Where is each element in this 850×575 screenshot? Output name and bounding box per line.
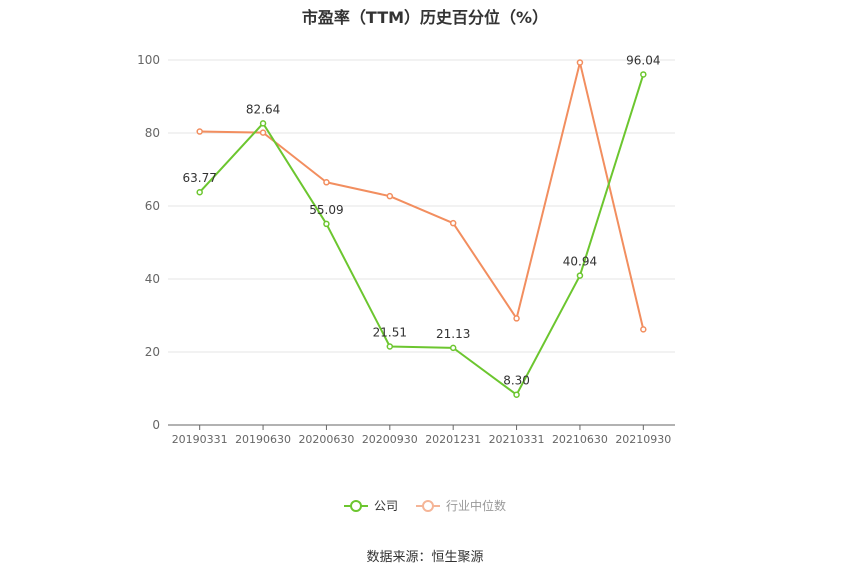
legend-industry-marker [416, 499, 440, 513]
series-line [198, 74, 645, 396]
data-label: 8.30 [503, 374, 530, 388]
legend-industry-label: 行业中位数 [446, 499, 507, 513]
data-point [386, 192, 394, 200]
data-point [196, 188, 203, 196]
data-labels: 63.77 82.64 55.09 21.51 21.13 8.30 40.94 96.04 [183, 53, 661, 387]
data-point [259, 129, 267, 136]
series-lines [196, 59, 647, 398]
legend-item-company[interactable]: 公司 [343, 497, 398, 514]
data-label: 96.04 [626, 53, 660, 67]
data-point [259, 120, 267, 127]
data-source: 数据来源：恒生聚源 [366, 550, 484, 565]
data-point [449, 344, 457, 352]
data-point [513, 391, 520, 398]
x-tick-label: 20190331 [172, 433, 228, 446]
x-tick-label: 20201231 [425, 433, 481, 446]
data-point [640, 326, 647, 333]
data-point [323, 179, 330, 186]
y-axis-ticks: 0 20 40 60 80 100 [137, 53, 160, 432]
data-point [576, 272, 584, 279]
x-tick-label: 20210930 [615, 433, 671, 446]
data-point [323, 220, 330, 228]
data-point [449, 219, 457, 227]
data-label: 63.77 [183, 171, 217, 185]
x-tick-label: 20210630 [552, 433, 608, 446]
data-point [576, 59, 584, 66]
legend-company-marker [343, 499, 368, 513]
legend-company-label: 公司 [373, 499, 398, 513]
data-label: 82.64 [246, 102, 280, 116]
legend: 公司 行业中位数 [0, 497, 850, 514]
x-tick-label: 20210331 [489, 433, 545, 446]
data-label: 21.13 [436, 327, 470, 341]
data-label: 40.94 [563, 255, 597, 269]
y-tick-label: 60 [145, 199, 160, 213]
x-tick-label: 20190630 [235, 433, 291, 446]
x-tick-label: 20200930 [362, 433, 418, 446]
data-point [640, 71, 647, 78]
y-tick-label: 20 [145, 345, 160, 359]
y-tick-label: 0 [152, 418, 160, 432]
x-tick-label: 20200630 [298, 433, 354, 446]
y-tick-label: 80 [145, 126, 160, 140]
y-tick-label: 40 [145, 272, 160, 286]
data-label: 21.51 [373, 325, 407, 339]
legend-item-industry-median[interactable]: 行业中位数 [416, 497, 506, 514]
y-tick-label: 100 [137, 53, 160, 67]
gridlines [168, 59, 675, 353]
data-point [386, 343, 394, 350]
x-axis: 20190331 20190630 20200630 20200930 20201231… [168, 424, 675, 446]
data-point [513, 315, 520, 322]
data-point [196, 128, 203, 135]
data-label: 55.09 [309, 203, 343, 217]
chart-title: 市盈率（TTM）历史百分位（%） [301, 8, 549, 27]
